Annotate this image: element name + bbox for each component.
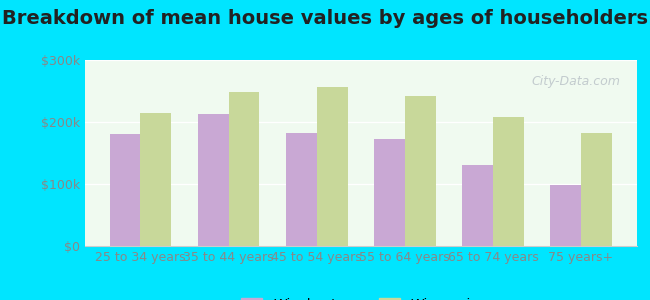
- Bar: [317, 87, 348, 246]
- Bar: [198, 114, 229, 246]
- Legend: Winchester, Wisconsin: Winchester, Wisconsin: [236, 292, 486, 300]
- Bar: [374, 139, 405, 246]
- Bar: [493, 117, 524, 246]
- Text: City-Data.com: City-Data.com: [532, 75, 620, 88]
- Bar: [462, 165, 493, 246]
- Text: Breakdown of mean house values by ages of householders: Breakdown of mean house values by ages o…: [2, 9, 648, 28]
- Bar: [110, 134, 140, 246]
- Bar: [286, 133, 317, 246]
- Bar: [140, 113, 172, 246]
- Bar: [229, 92, 259, 246]
- Bar: [405, 96, 436, 246]
- Bar: [550, 185, 581, 246]
- Bar: [581, 133, 612, 246]
